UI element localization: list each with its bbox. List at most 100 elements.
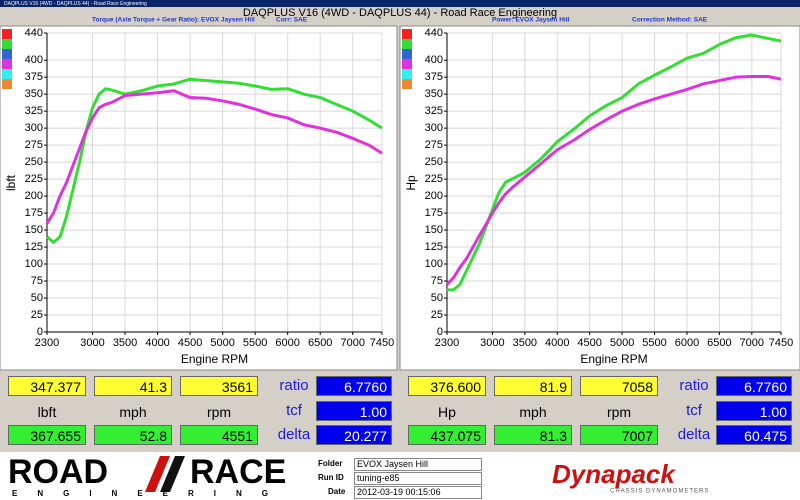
y-tick-label: 25 [431, 309, 443, 321]
y-tick-label: 150 [425, 224, 443, 236]
y-tick-label: 175 [25, 207, 43, 219]
swatch [402, 29, 412, 39]
series-line [447, 33, 782, 292]
unit-label: rpm [206, 404, 232, 420]
y-tick-label: 275 [425, 139, 443, 151]
swatch [402, 59, 412, 69]
main-title: DAQPLUS V16 (4WD - DAQPLUS 44) - Road Ra… [243, 7, 557, 19]
value-box: 41.3 [94, 376, 172, 396]
x-tick-label: 4000 [145, 337, 169, 349]
param-label: ratio [679, 377, 709, 394]
y-axis-label: lbft [4, 174, 18, 191]
param-value: 6.7760 [716, 376, 792, 396]
param-value: 1.00 [316, 400, 392, 421]
y-tick-label: 50 [31, 292, 43, 304]
swatch [402, 69, 412, 79]
x-tick-label: 7000 [740, 337, 764, 349]
value-box: 7058 [580, 376, 658, 396]
x-tick-label: 3000 [80, 337, 104, 349]
run-label: Folder [318, 459, 343, 468]
y-tick-label: 50 [431, 292, 443, 304]
param-value: 60.475 [716, 425, 792, 445]
y-tick-label: 375 [425, 71, 443, 83]
y-tick-label: 400 [425, 54, 443, 66]
chart-panel [0, 25, 398, 371]
x-tick-label: 5500 [243, 337, 267, 349]
run-value: 2012-03-19 00:15:06 [354, 486, 482, 499]
x-tick-label: 5000 [610, 337, 634, 349]
x-tick-label: 7450 [769, 337, 793, 349]
y-tick-label: 175 [425, 207, 443, 219]
x-tick-label: 2300 [435, 337, 459, 349]
value-box: 7007 [580, 425, 658, 445]
logo-slash [145, 456, 170, 492]
x-tick-label: 2300 [35, 337, 59, 349]
y-tick-label: 100 [425, 258, 443, 270]
param-value: 20.277 [316, 425, 392, 445]
value-box: 376.600 [408, 376, 486, 396]
x-tick-label: 4500 [178, 337, 202, 349]
y-tick-label: 25 [31, 309, 43, 321]
logo-road: ROAD [8, 453, 108, 491]
y-tick-label: 250 [25, 156, 43, 168]
x-tick-label: 5500 [642, 337, 666, 349]
value-box: 437.075 [408, 425, 486, 445]
swatch [2, 39, 12, 49]
series-line [45, 89, 383, 225]
chart-note: Corr: SAE [276, 17, 308, 24]
x-tick-label: 6000 [675, 337, 699, 349]
y-tick-label: 325 [425, 105, 443, 117]
unit-label: lbft [37, 404, 57, 420]
swatch [2, 29, 12, 39]
param-label: ratio [279, 377, 309, 394]
y-tick-label: 375 [25, 71, 43, 83]
value-box: 81.3 [494, 425, 572, 445]
y-tick-label: 400 [25, 54, 43, 66]
x-tick-label: 6000 [275, 337, 299, 349]
chart-subtitle: Power: EVOX Jaysen Hill [492, 17, 570, 24]
run-label: Run ID [318, 473, 344, 482]
value-box: 52.8 [94, 425, 172, 445]
x-tick-label: 6500 [308, 337, 332, 349]
window-title: DAQPLUS V16 (4WD - DAQPLUS 44) - Road Ra… [4, 1, 147, 7]
x-tick-label: 5000 [210, 337, 234, 349]
x-tick-label: 4000 [545, 337, 569, 349]
y-tick-label: 125 [425, 241, 443, 253]
logo-tagline: ENGINEERING [12, 489, 288, 498]
y-tick-label: 225 [25, 173, 43, 185]
y-tick-label: 275 [25, 139, 43, 151]
value-box: 367.655 [8, 425, 86, 445]
unit-label: mph [519, 404, 547, 420]
unit-label: Hp [438, 404, 456, 420]
x-tick-label: 4500 [577, 337, 601, 349]
value-box: 81.9 [494, 376, 572, 396]
x-tick-label: 6500 [707, 337, 731, 349]
swatch [402, 79, 412, 89]
y-tick-label: 350 [425, 88, 443, 100]
brand: Dynapack [552, 459, 676, 489]
x-tick-label: 7450 [370, 337, 394, 349]
y-tick-label: 225 [425, 173, 443, 185]
param-label: delta [277, 426, 311, 443]
x-tick-label: 3000 [480, 337, 504, 349]
param-label: tcf [686, 401, 702, 419]
swatch [2, 79, 12, 89]
x-tick-label: 3500 [513, 337, 537, 349]
value-box: 347.377 [8, 376, 86, 396]
chart-subtitle: Torque (Axle Torque + Gear Ratio): EVOX … [92, 17, 255, 24]
run-value: tuning-e85 [354, 472, 482, 485]
y-tick-label: 200 [425, 190, 443, 202]
param-value: 6.7760 [316, 376, 392, 396]
value-box: 4551 [180, 425, 258, 445]
series-line [445, 74, 782, 286]
chart-panel [399, 25, 800, 371]
x-tick-label: 3500 [113, 337, 137, 349]
y-tick-label: 75 [431, 275, 443, 287]
y-tick-label: 300 [425, 122, 443, 134]
swatch [402, 39, 412, 49]
y-tick-label: 75 [31, 275, 43, 287]
param-value: 1.00 [716, 400, 792, 421]
y-tick-label: 325 [25, 105, 43, 117]
